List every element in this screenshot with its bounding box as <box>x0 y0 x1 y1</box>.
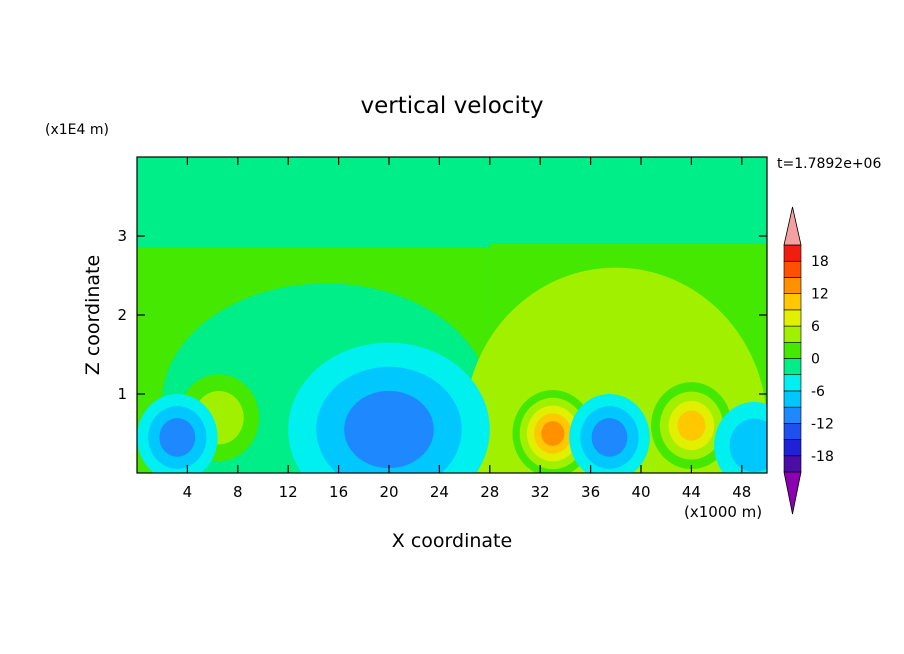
colorbar-tick-label: 6 <box>811 319 820 335</box>
y-axis: 1 2 3 <box>117 227 767 403</box>
x-tick-label: 36 <box>581 483 600 501</box>
contour-level <box>729 418 767 473</box>
y-tick-label: 3 <box>117 227 127 245</box>
x-tick-label: 40 <box>631 483 650 501</box>
chart-title: vertical velocity <box>361 93 544 119</box>
colorbar-tick-label: 18 <box>811 254 829 270</box>
colorbar-segment <box>783 455 802 473</box>
colorbar-segment <box>783 293 802 311</box>
x-tick-label: 32 <box>531 483 550 501</box>
colorbar-segment <box>783 244 802 262</box>
y-tick-label: 2 <box>117 306 127 324</box>
colorbar-segment <box>783 277 802 294</box>
x-tick-label: 48 <box>732 483 751 501</box>
contour-level <box>344 390 434 469</box>
colorbar: 18 12 6 0 -6 -12 -18 <box>783 206 834 515</box>
colorbar-tick-label: -6 <box>811 384 825 400</box>
cell-updraft <box>651 382 732 470</box>
colorbar-segment <box>783 406 802 424</box>
colorbar-segment <box>783 325 802 343</box>
x-tick-label: 44 <box>682 483 701 501</box>
x-tick-label: 8 <box>233 483 243 501</box>
velocity-field <box>137 157 767 473</box>
x-tick-label: 12 <box>279 483 298 501</box>
cell-updraft <box>512 390 594 473</box>
time-label: t=1.7892e+06 <box>777 156 881 172</box>
contour-level <box>541 421 565 446</box>
x-tick-label: 20 <box>379 483 398 501</box>
upper-band <box>137 157 767 240</box>
cell-downdraft <box>137 394 218 473</box>
colorbar-tick-label: 0 <box>811 352 820 368</box>
contour-level <box>159 418 196 457</box>
contour-level <box>591 418 628 457</box>
colorbar-segment <box>783 309 802 327</box>
cell-downdraft <box>288 342 490 473</box>
x-tick-label: 28 <box>480 483 499 501</box>
y-unit-label: (x1E4 m) <box>45 122 109 138</box>
y-tick-label: 1 <box>117 385 127 403</box>
x-tick-label: 24 <box>430 483 449 501</box>
colorbar-segment <box>783 374 802 392</box>
colorbar-tick-label: -12 <box>811 416 834 432</box>
contour-level <box>677 410 706 441</box>
x-unit-label: (x1000 m) <box>684 503 762 521</box>
colorbar-segment <box>783 423 802 440</box>
x-axis: 4 8 12 16 20 24 28 32 36 40 44 48 <box>183 157 751 501</box>
x-tick-label: 4 <box>183 483 193 501</box>
colorbar-tick-label: 12 <box>811 287 829 303</box>
plot-area <box>137 157 767 473</box>
colorbar-segment <box>783 358 802 376</box>
colorbar-segment <box>783 390 802 408</box>
y-axis-label: Z coordinate <box>82 255 104 375</box>
colorbar-segment <box>783 341 802 359</box>
colorbar-min-arrow <box>783 471 802 515</box>
cell-downdraft <box>569 394 650 473</box>
cell-downdraft <box>714 401 767 473</box>
colorbar-segment <box>783 260 802 278</box>
x-tick-label: 16 <box>329 483 348 501</box>
colorbar-max-arrow <box>783 206 802 246</box>
colorbar-segment <box>783 439 802 457</box>
colorbar-tick-label: -18 <box>811 449 834 465</box>
x-axis-label: X coordinate <box>392 530 512 552</box>
